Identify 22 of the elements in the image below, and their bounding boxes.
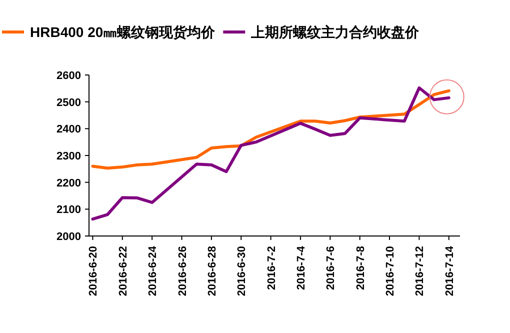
legend-label: HRB400 20㎜螺纹钢现货均价	[30, 24, 216, 40]
y-tick-label: 2200	[56, 177, 81, 190]
x-tick-label: 2016-7-2	[266, 246, 278, 290]
x-tick-label: 2016-6-26	[176, 246, 189, 296]
x-tick-label: 2016-6-28	[206, 246, 218, 296]
y-tick-label: 2400	[56, 124, 81, 136]
legend-label: 上期所螺纹主力合约收盘价	[250, 24, 420, 40]
x-tick-label: 2016-7-4	[295, 245, 308, 290]
y-tick-label: 2000	[56, 231, 81, 243]
y-tick-label: 2100	[56, 204, 81, 216]
y-tick-label: 2500	[56, 96, 81, 109]
x-tick-label: 2016-6-20	[88, 246, 100, 296]
y-tick-label: 2600	[56, 70, 81, 82]
x-tick-label: 2016-7-6	[325, 246, 338, 290]
x-tick-label: 2016-6-22	[117, 246, 130, 296]
x-tick-label: 2016-7-12	[414, 246, 426, 296]
y-tick-label: 2300	[56, 150, 81, 162]
x-tick-label: 2016-7-8	[354, 246, 367, 290]
x-tick-label: 2016-6-24	[147, 245, 160, 296]
x-tick-label: 2016-7-14	[444, 245, 456, 296]
x-tick-label: 2016-6-30	[236, 246, 248, 296]
x-tick-label: 2016-7-10	[384, 246, 397, 296]
